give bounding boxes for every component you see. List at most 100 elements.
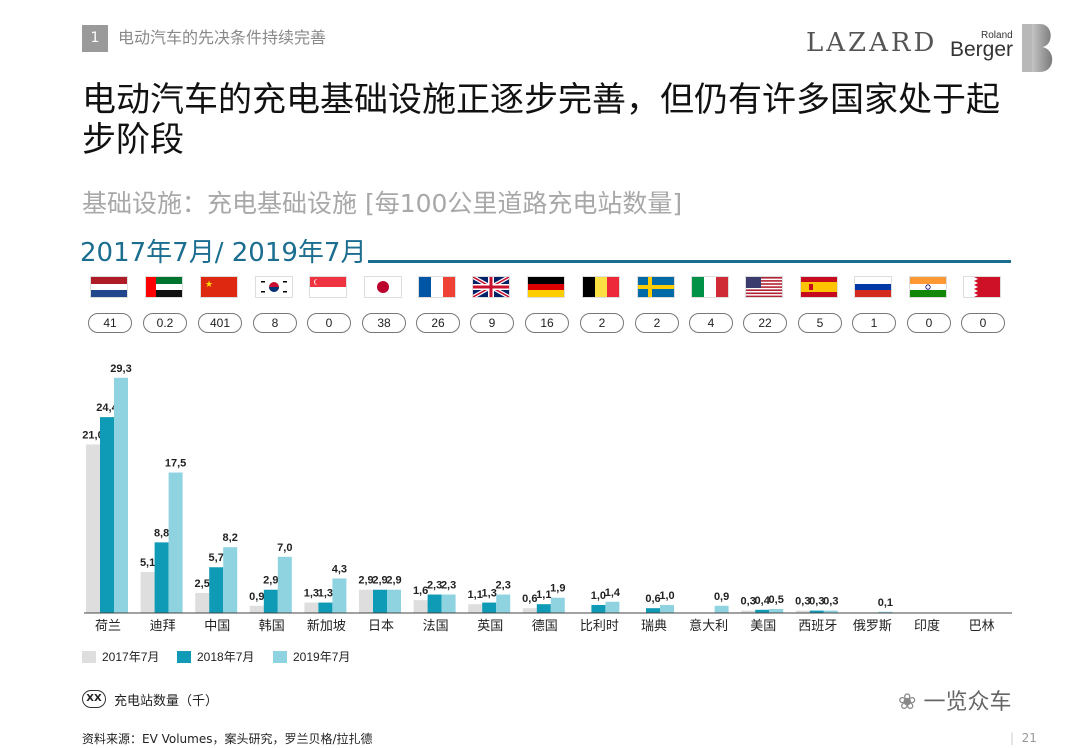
data-label: 0,9 [249,591,264,603]
bar-2019 [441,594,456,613]
usa-flag [746,277,782,297]
data-label: 2,3 [441,580,456,592]
x-tick-label: 英国 [477,619,503,634]
china-flag: ★ [201,277,237,297]
data-label: 2,3 [496,580,511,592]
bar-2019 [714,605,729,613]
data-label: 0,3 [809,596,824,608]
station-count-badge: 41 [88,313,132,333]
x-tick-label: 印度 [914,618,940,634]
bar-2017 [359,589,373,613]
x-tick-label: 美国 [750,619,776,634]
lazard-logo: LAZARD [806,28,938,58]
japan-flag [365,277,401,297]
data-label: 2,9 [263,575,278,587]
station-count-badge: 0 [961,313,1005,333]
data-label: 1,3 [482,588,497,600]
data-label: 1,0 [591,590,606,602]
count-badge-legend-icon: XX [82,690,106,708]
x-tick-label: 俄罗斯 [853,619,892,634]
bar-2017 [304,602,319,613]
data-label: 21,0 [82,429,103,441]
data-label: 0,1 [878,597,893,609]
x-tick-label: 西班牙 [798,619,837,634]
data-label: 2,9 [372,575,387,587]
data-label: 0,3 [823,596,838,608]
bar-2018 [809,610,824,613]
station-count-badge: 1 [852,313,896,333]
data-label: 1,1 [468,589,483,601]
x-tick-label: 意大利 [689,618,728,634]
uae-flag [146,277,182,297]
bar-2019 [277,556,292,613]
bar-2017 [140,572,155,613]
page-number: | 21 [1010,731,1037,745]
berger-logo-text: Berger [950,38,1014,61]
page-number-value: 21 [1021,731,1037,745]
france-flag [419,277,455,297]
bar-2019 [223,547,238,613]
bar-2019 [496,594,511,613]
station-count-badge: 0 [307,313,351,333]
station-count-badge: 0.2 [143,313,187,333]
x-tick-label: 新加坡 [307,618,346,634]
data-label: 1,1 [536,589,551,601]
bar-2019 [660,604,674,613]
bar-2019 [114,377,128,613]
data-label: 1,3 [318,588,333,600]
source-note: 资料来源：EV Volumes，案头研究，罗兰贝格/拉扎德 [82,732,373,746]
data-label: 2,5 [195,578,210,590]
data-label: 24,4 [96,402,118,414]
station-count-badge: 4 [689,313,733,333]
data-label: 29,3 [110,363,131,375]
bar-2018 [154,542,169,613]
x-tick-label: 法国 [423,619,449,634]
russia-flag [855,277,891,297]
bar-2018 [209,567,224,613]
spain-flag [801,277,837,297]
x-tick-label: 迪拜 [150,619,176,634]
bar-2017 [741,610,756,613]
legend-swatch-2017 [82,651,96,663]
station-count-badge: 38 [362,313,406,333]
bar-2018 [482,602,497,613]
station-count-badge: 26 [416,313,460,333]
data-label: 0,3 [741,596,756,608]
italy-flag [692,277,728,297]
data-label: 1,0 [659,590,674,602]
station-count-badge: 2 [635,313,679,333]
bar-2017 [249,605,264,613]
legend-2017: 2017年7月 [82,648,159,665]
x-tick-label: 瑞典 [641,619,667,634]
legend-2018: 2018年7月 [177,648,254,665]
data-label: 1,4 [605,587,621,599]
bar-2018 [263,589,278,613]
bar-2019 [550,597,565,613]
data-label: 0,3 [795,596,810,608]
x-tick-label: 比利时 [580,619,619,634]
bar-2018 [646,608,660,613]
watermark-text: 一览众车 [923,690,1012,715]
station-count-badge: 401 [198,313,242,333]
period-label: 2017年7月/ 2019年7月 [80,238,367,268]
x-tick-label: 中国 [204,619,230,634]
x-tick-label: 巴林 [969,619,995,634]
legend-label-2017: 2017年7月 [102,650,160,664]
bar-2017 [522,608,537,613]
data-label: 2,3 [427,580,442,592]
uk-flag [473,277,509,297]
station-count-badge: 22 [743,313,787,333]
svg-text:★: ★ [205,280,213,290]
data-label: 17,5 [165,458,186,470]
station-count-badge: 5 [798,313,842,333]
bar-2019 [332,578,347,613]
charging-station-bar-chart: 21,0 24,4 29,3 荷兰 5,1 8,8 17,5 迪拜 2,5 5,7 8,2 中国 0,9… [82,363,1012,634]
bar-2019 [168,472,183,613]
roland-logo-text: Roland [981,30,1013,41]
bar-2018 [100,417,114,613]
bar-2017 [468,604,483,613]
bar-2018 [373,589,387,613]
netherlands-flag [91,277,127,297]
india-flag [910,277,946,297]
bar-2018 [427,594,442,613]
